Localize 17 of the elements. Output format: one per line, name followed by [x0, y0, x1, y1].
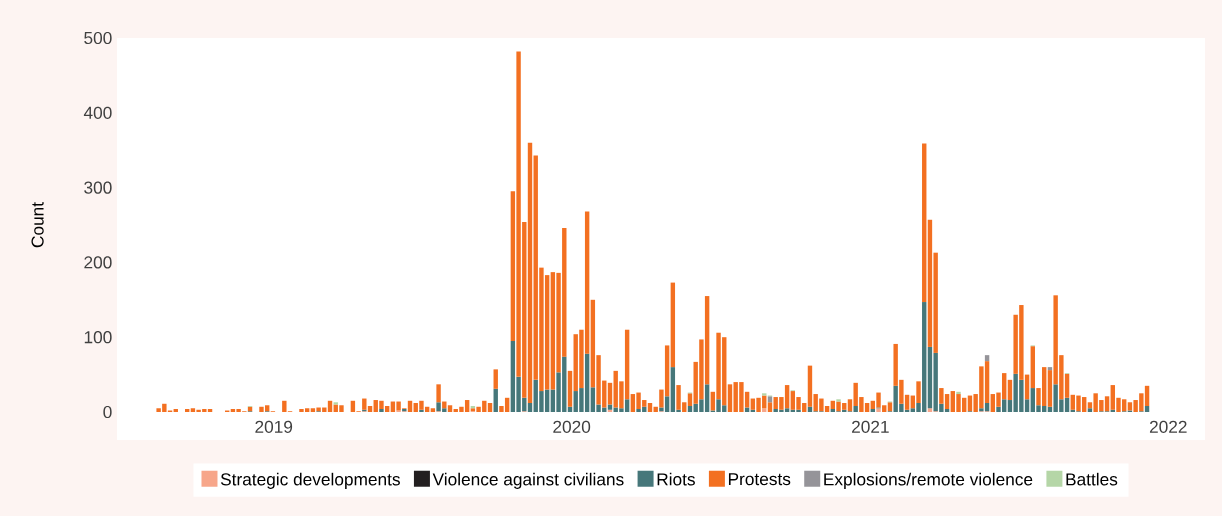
y-tick-label: 0	[103, 405, 112, 419]
legend-label: Riots	[657, 472, 695, 486]
legend-label: Strategic developments	[220, 472, 400, 489]
x-tick-label: 2019	[255, 420, 293, 433]
y-tick-label: 400	[83, 106, 112, 119]
y-tick-label: 100	[84, 331, 112, 344]
y-tick-label: 300	[84, 181, 112, 194]
x-tick-label: 2020	[553, 420, 591, 433]
legend-label: Violence against civilians	[432, 472, 624, 489]
y-axis-title: Count	[31, 202, 44, 248]
x-tick-label: 2022	[1149, 420, 1187, 433]
y-tick-label: 200	[84, 256, 112, 269]
x-tick-label: 2021	[852, 420, 889, 433]
legend-label: Battles	[1066, 472, 1118, 486]
legend-label: Explosions/remote violence	[824, 472, 1033, 489]
y-tick-label: 500	[84, 31, 112, 45]
legend-label: Protests	[728, 473, 791, 486]
